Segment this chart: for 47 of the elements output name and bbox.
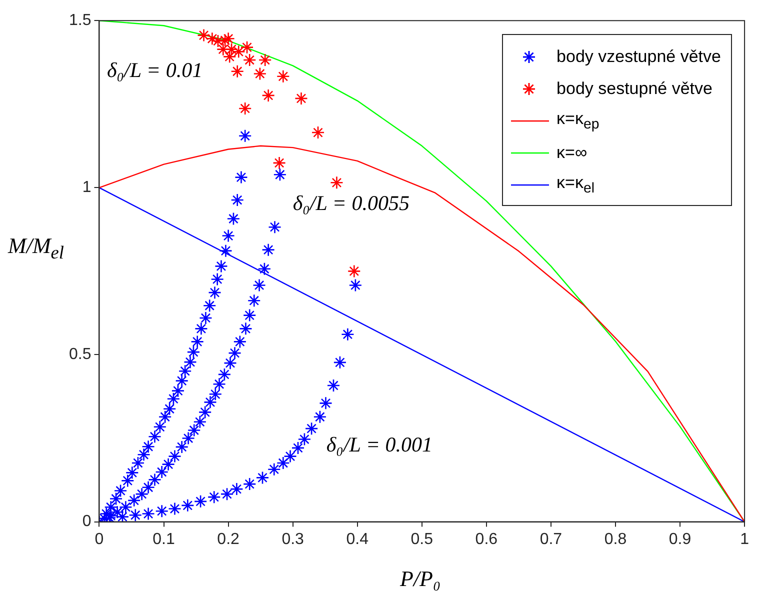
point	[218, 34, 232, 47]
point	[222, 32, 235, 46]
point	[232, 45, 246, 58]
point	[330, 176, 344, 190]
point	[242, 53, 256, 67]
x-axis-title: P/P₀	[400, 566, 441, 591]
annotation: δ₀/L = 0.01	[106, 58, 203, 82]
legend-label: κ=κ$_{ep}$	[556, 109, 600, 133]
y-tick-label: 1.5	[68, 12, 92, 30]
x-tick-label: 0.2	[217, 530, 240, 548]
x-tick-label: 0.6	[475, 530, 498, 548]
point	[224, 42, 238, 56]
legend-label: κ=κ$_{el}$	[556, 173, 595, 197]
annotation: δ₀/L = 0.001	[326, 432, 433, 457]
x-tick-label: 0.7	[540, 530, 562, 548]
x-tick-label: 0.9	[668, 530, 692, 548]
point	[276, 70, 290, 84]
x-tick-label: 0.5	[410, 530, 434, 548]
point	[216, 42, 230, 56]
point	[211, 34, 225, 48]
x-tick-label: 0.3	[282, 530, 304, 548]
point	[206, 32, 219, 46]
legend-label: κ=∞	[556, 143, 588, 163]
point	[197, 28, 210, 42]
point	[258, 53, 272, 67]
point	[347, 264, 361, 278]
x-tick-label: 0	[94, 530, 104, 548]
y-tick-label: 0.5	[68, 346, 92, 364]
x-tick-label: 1	[740, 530, 750, 548]
legend-label: body vzestupné větve	[556, 47, 721, 67]
x-tick-label: 0.4	[346, 530, 369, 548]
y-tick-label: 1	[82, 179, 92, 196]
point	[222, 50, 236, 64]
point	[272, 156, 286, 170]
x-tick-label: 0.1	[152, 530, 175, 548]
point	[311, 126, 325, 140]
point	[230, 64, 244, 78]
point	[238, 102, 252, 116]
y-tick-label: 0	[82, 513, 92, 530]
y-axis-title: M/M$_{el}$	[8, 233, 64, 262]
point	[240, 40, 254, 54]
legend-label: body sestupné větve	[556, 79, 712, 99]
point	[262, 88, 275, 102]
x-tick-label: 0.8	[604, 530, 627, 548]
point	[253, 67, 267, 80]
point	[294, 92, 308, 106]
annotation: δ₀/L = 0.0055	[292, 191, 410, 216]
